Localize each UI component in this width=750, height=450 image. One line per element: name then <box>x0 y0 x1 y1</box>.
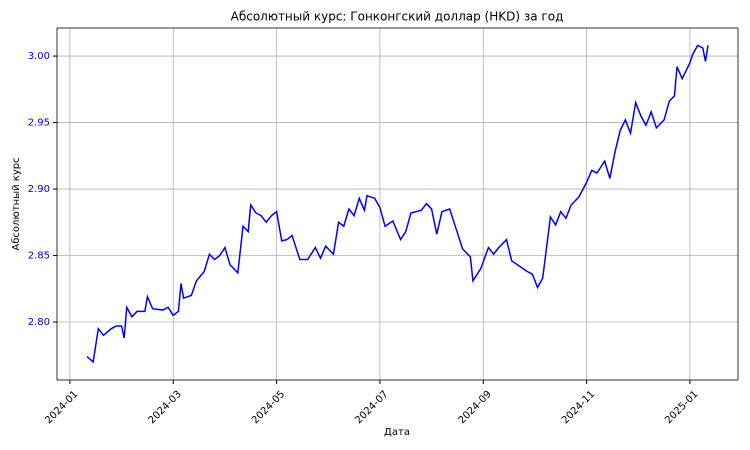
plot-frame <box>56 27 739 381</box>
y-axis-label: Абсолютный курс <box>11 157 22 250</box>
y-tick-label: 2.95 <box>28 118 50 129</box>
x-axis-label: Дата <box>384 427 410 438</box>
y-tick-label: 2.80 <box>28 317 50 328</box>
data-line <box>86 44 709 364</box>
y-tick-label: 3.00 <box>28 51 50 62</box>
chart-title: Абсолютный курс: Гонконгский доллар (HKD… <box>231 10 564 24</box>
y-tick-label: 2.90 <box>28 184 50 195</box>
y-tick-label: 2.85 <box>28 251 50 262</box>
